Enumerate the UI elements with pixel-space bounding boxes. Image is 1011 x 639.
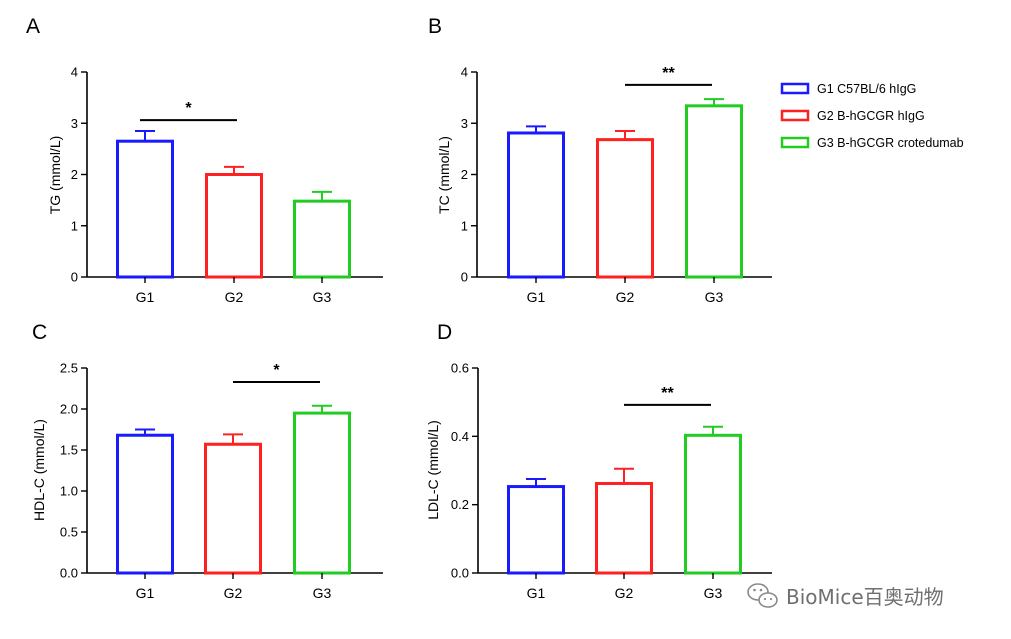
chart-panel-a: 0 1 2 3 4 TG (mmol/L) G1 G2 G3 * (47, 65, 383, 305)
y-tick-label: 2 (71, 167, 78, 182)
x-tick-label: G1 (136, 289, 155, 305)
legend-label-g2: G2 B-hGCGR hIgG (817, 109, 925, 123)
significance-label: * (273, 362, 280, 379)
legend: G1 C57BL/6 hIgG G2 B-hGCGR hIgG G3 B-hGC… (780, 82, 964, 150)
y-tick-label: 3 (461, 116, 468, 131)
chart-panel-c: 0.0 0.5 1.0 1.5 2.0 2.5 HDL-C (mmol/L) G1 G2 G3 * (31, 361, 383, 601)
y-tick-label: 0.4 (451, 429, 469, 444)
significance-label: ** (661, 385, 674, 402)
y-axis-label: TG (mmol/L) (47, 136, 63, 215)
panel-letter-a: A (26, 15, 40, 38)
bar-g3 (293, 411, 351, 575)
bar-g3 (684, 433, 742, 575)
y-axis-label: LDL-C (mmol/L) (425, 420, 441, 520)
x-tick-label: G2 (224, 585, 243, 601)
bar-g1 (116, 433, 174, 575)
y-tick-label: 4 (461, 65, 468, 80)
bar-g2 (596, 138, 654, 279)
y-tick-label: 0.0 (451, 566, 469, 581)
y-axis-label: HDL-C (mmol/L) (31, 419, 47, 521)
y-tick-label: 0.5 (60, 525, 78, 540)
y-tick-label: 4 (71, 65, 78, 80)
y-tick-label: 1 (71, 218, 78, 233)
panel-letter-b: B (428, 15, 442, 38)
legend-label-g1: G1 C57BL/6 hIgG (817, 82, 916, 96)
x-tick-label: G3 (313, 585, 332, 601)
y-tick-label: 1 (461, 218, 468, 233)
significance-label: ** (662, 65, 675, 82)
bar-g2 (205, 173, 263, 279)
x-tick-label: G1 (136, 585, 155, 601)
bar-g2 (204, 442, 262, 575)
watermark-text: BioMice百奥动物 (786, 585, 944, 609)
y-tick-label: 3 (71, 116, 78, 131)
legend-swatch-g2 (780, 109, 810, 122)
x-tick-label: G2 (225, 289, 244, 305)
x-tick-label: G3 (705, 289, 724, 305)
chart-panel-d: 0.0 0.2 0.4 0.6 LDL-C (mmol/L) G1 G2 G3 ** (425, 361, 772, 601)
y-tick-label: 2.5 (60, 361, 78, 376)
y-tick-label: 0.6 (451, 361, 469, 376)
legend-swatch-g1 (780, 82, 810, 95)
x-tick-label: G3 (704, 585, 723, 601)
watermark: BioMice百奥动物 (747, 583, 944, 609)
bar-g1 (507, 131, 565, 279)
x-tick-label: G1 (527, 289, 546, 305)
panel-letter-c: C (32, 321, 47, 344)
x-tick-label: G1 (527, 585, 546, 601)
y-tick-label: 0.0 (60, 566, 78, 581)
x-tick-label: G2 (616, 289, 635, 305)
bar-g3 (293, 199, 351, 279)
legend-swatch-g3 (780, 136, 810, 149)
y-tick-label: 1.5 (60, 443, 78, 458)
legend-label-g3: G3 B-hGCGR crotedumab (817, 136, 964, 150)
x-tick-label: G3 (313, 289, 332, 305)
panel-letter-d: D (437, 321, 452, 344)
y-tick-label: 2.0 (60, 402, 78, 417)
significance-label: * (185, 100, 192, 117)
bar-g1 (116, 139, 174, 279)
wechat-icon (747, 583, 778, 608)
bar-g2 (595, 481, 653, 575)
y-tick-label: 0 (461, 270, 468, 285)
y-axis-label: TC (mmol/L) (436, 136, 452, 214)
y-tick-label: 2 (461, 167, 468, 182)
y-tick-label: 0.2 (451, 497, 469, 512)
bar-g1 (507, 485, 565, 575)
x-tick-label: G2 (615, 585, 634, 601)
y-tick-label: 0 (71, 270, 78, 285)
y-tick-label: 1.0 (60, 484, 78, 499)
chart-panel-b: 0 1 2 3 4 TC (mmol/L) G1 G2 G3 ** (436, 65, 772, 305)
bar-g3 (685, 104, 743, 279)
